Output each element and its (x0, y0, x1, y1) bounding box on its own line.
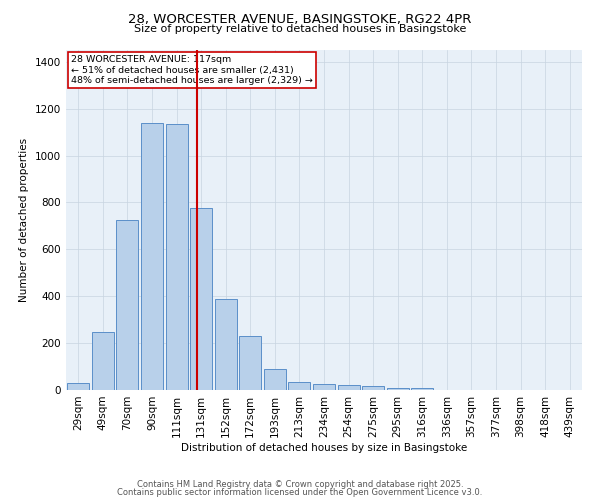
Bar (215, 298, 237, 390)
Bar (386, 388, 409, 390)
Bar (141, 122, 163, 390)
Text: 28 WORCESTER AVENUE: 117sqm
← 51% of detached houses are smaller (2,431)
48% of : 28 WORCESTER AVENUE: 117sqm ← 51% of det… (71, 55, 313, 85)
Bar (338, 386, 359, 390)
Text: 28, WORCESTER AVENUE, BASINGSTOKE, RG22 4PR: 28, WORCESTER AVENUE, BASINGSTOKE, RG22 … (128, 12, 472, 26)
Text: Size of property relative to detached houses in Basingstoke: Size of property relative to detached ho… (134, 24, 466, 34)
Bar (166, 124, 188, 390)
Y-axis label: Number of detached properties: Number of detached properties (19, 138, 29, 302)
Bar (411, 388, 433, 390)
Bar (67, 383, 89, 390)
Text: Contains public sector information licensed under the Open Government Licence v3: Contains public sector information licen… (118, 488, 482, 497)
Text: Contains HM Land Registry data © Crown copyright and database right 2025.: Contains HM Land Registry data © Crown c… (137, 480, 463, 489)
X-axis label: Distribution of detached houses by size in Basingstoke: Distribution of detached houses by size … (181, 442, 467, 452)
Bar (313, 384, 335, 390)
Bar (289, 382, 310, 390)
Bar (190, 208, 212, 390)
Bar (116, 220, 139, 390)
Bar (92, 332, 114, 390)
Bar (239, 336, 262, 390)
Bar (362, 386, 384, 390)
Bar (264, 369, 286, 390)
